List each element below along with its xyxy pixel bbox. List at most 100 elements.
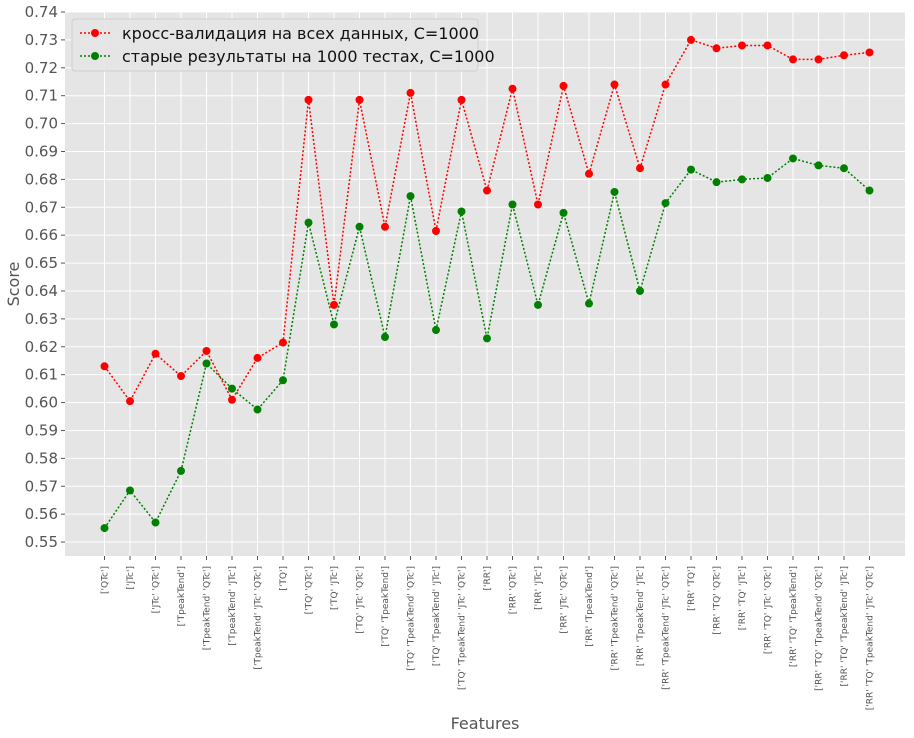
y-tick-label: 0.57 <box>25 477 58 495</box>
plot-background <box>65 12 905 556</box>
data-point-series-0 <box>330 300 338 309</box>
data-point-series-1 <box>610 187 619 196</box>
data-point-series-0 <box>279 338 287 347</box>
data-point-series-1 <box>559 208 568 217</box>
data-point-series-1 <box>279 376 287 385</box>
x-tick-label: ['TQ' 'TpeakTend' 'JTc'] <box>432 566 442 666</box>
data-point-series-1 <box>253 405 262 414</box>
y-tick-label: 0.74 <box>25 3 58 21</box>
data-point-series-1 <box>355 222 364 231</box>
data-point-series-0 <box>814 55 823 64</box>
data-point-series-0 <box>712 44 721 53</box>
x-axis-label: Features <box>451 714 520 733</box>
y-tick-label: 0.64 <box>25 282 58 300</box>
y-tick-label: 0.72 <box>25 59 58 77</box>
x-tick-label: ['TQ'] <box>279 566 289 591</box>
y-tick-label: 0.55 <box>25 533 58 551</box>
data-point-series-0 <box>228 395 236 404</box>
x-tick-label: ['TpeakTend'] <box>177 566 187 626</box>
y-tick-label: 0.73 <box>25 31 58 49</box>
y-tick-label: 0.61 <box>25 366 58 384</box>
legend-box <box>71 18 479 72</box>
y-tick-label: 0.60 <box>25 394 58 412</box>
x-tick-label: ['RR' 'TQ' 'TpeakTend' 'QTc'] <box>815 566 825 691</box>
data-point-series-0 <box>636 164 644 173</box>
x-tick-label: ['TQ' 'TpeakTend'] <box>381 566 391 647</box>
legend: кросс-валидация на всех данных, C=1000 с… <box>71 18 495 72</box>
data-point-series-1 <box>457 207 466 216</box>
data-point-series-1 <box>687 165 695 174</box>
y-tick-label: 0.56 <box>25 505 58 523</box>
series-layer <box>100 35 874 533</box>
data-point-series-1 <box>202 359 211 368</box>
data-point-series-1 <box>304 218 313 227</box>
data-point-series-1 <box>330 320 338 329</box>
x-tick-label: ['RR' 'JTc' 'QTc'] <box>560 566 570 634</box>
x-tick-label: ['RR' 'TQ' 'QTc'] <box>713 566 723 635</box>
data-point-series-1 <box>789 154 797 163</box>
x-tick-label: ['RR' 'QTc'] <box>509 566 519 614</box>
x-tick-label: ['RR' 'TpeakTend' 'QTc'] <box>611 566 621 671</box>
data-point-series-1 <box>406 192 415 201</box>
x-tick-label: ['JTc'] <box>126 566 136 590</box>
x-tick-label: ['RR' 'TQ'] <box>687 566 697 611</box>
data-point-series-0 <box>661 80 670 89</box>
x-tick-label: ['QTc'] <box>101 566 111 594</box>
y-axis-label: Score <box>4 262 23 307</box>
data-point-series-0 <box>559 81 568 90</box>
data-point-series-0 <box>865 48 874 57</box>
data-point-series-1 <box>840 164 848 173</box>
x-tick-label: ['RR' 'TpeakTend'] <box>585 566 595 647</box>
data-point-series-0 <box>457 95 466 104</box>
data-point-series-0 <box>304 95 313 104</box>
x-tick-label: ['TQ' 'JTc'] <box>330 566 340 610</box>
data-point-series-0 <box>483 186 491 195</box>
data-point-series-0 <box>687 35 695 44</box>
data-point-series-0 <box>355 95 364 104</box>
data-point-series-1 <box>228 384 236 393</box>
legend-label-cv: кросс-валидация на всех данных, C=1000 <box>122 24 479 43</box>
data-point-series-1 <box>483 334 491 343</box>
data-point-series-1 <box>763 173 772 182</box>
y-tick-label: 0.63 <box>25 310 58 328</box>
data-point-series-1 <box>432 326 440 335</box>
data-point-series-1 <box>381 333 389 342</box>
y-tick-label: 0.70 <box>25 115 58 133</box>
y-tick-label: 0.59 <box>25 421 58 439</box>
x-tick-label: ['TQ' 'JTc' 'QTc'] <box>356 566 366 634</box>
data-point-series-0 <box>126 397 134 406</box>
x-tick-label: ['TpeakTend' 'QTc'] <box>203 566 213 650</box>
y-tick-label: 0.69 <box>25 142 58 160</box>
data-point-series-1 <box>661 199 670 208</box>
legend-marker-cv <box>91 29 99 37</box>
y-tick-label: 0.58 <box>25 449 58 467</box>
data-point-series-1 <box>865 186 874 195</box>
data-point-series-0 <box>406 88 415 97</box>
y-tick-label: 0.62 <box>25 338 58 356</box>
x-tick-label: ['TQ' 'TpeakTend' 'JTc' 'QTc'] <box>458 566 468 690</box>
data-point-series-1 <box>738 175 746 184</box>
data-point-series-0 <box>177 372 185 381</box>
x-tick-label: ['RR' 'TQ' 'JTc'] <box>738 566 748 630</box>
data-point-series-1 <box>508 200 517 209</box>
y-tick-label: 0.68 <box>25 170 58 188</box>
x-tick-label: ['RR' 'JTc'] <box>534 566 544 610</box>
x-tick-label: ['RR' 'TQ' 'JTc' 'QTc'] <box>764 566 774 654</box>
x-tick-label: ['RR'] <box>483 566 493 590</box>
x-tick-label: ['RR' 'TpeakTend' 'JTc'] <box>636 566 646 666</box>
data-point-series-1 <box>177 466 185 475</box>
data-point-series-1 <box>585 299 593 308</box>
data-point-series-0 <box>534 200 542 209</box>
y-axis-ticks: 0.55 0.56 0.57 0.58 0.59 0.60 0.61 0.62 0.63 0.64… <box>25 3 65 551</box>
x-tick-label: ['RR' 'TQ' 'TpeakTend' 'JTc'] <box>840 566 850 686</box>
y-tick-label: 0.66 <box>25 226 58 244</box>
data-point-series-0 <box>151 349 160 358</box>
data-point-series-0 <box>738 41 746 50</box>
data-point-series-1 <box>712 178 721 187</box>
y-tick-label: 0.67 <box>25 198 58 216</box>
data-point-series-1 <box>814 161 823 170</box>
x-tick-label: ['RR' 'TQ' 'TpeakTend'] <box>789 566 799 667</box>
legend-marker-old <box>91 52 99 60</box>
data-point-series-0 <box>100 362 109 371</box>
